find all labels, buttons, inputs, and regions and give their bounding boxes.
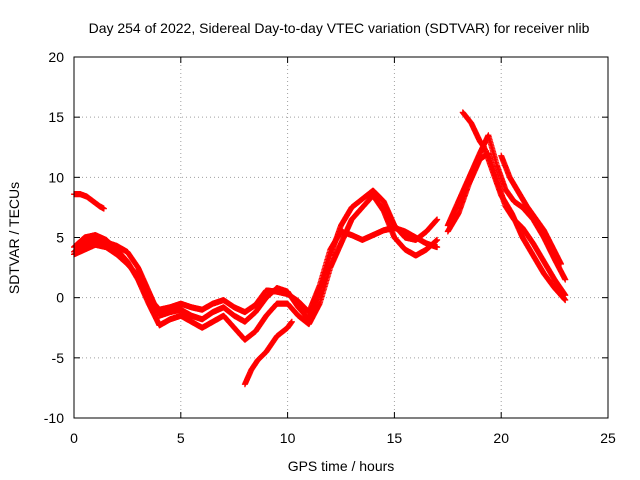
y-tick-label: -5 xyxy=(52,350,65,366)
y-tick-label: 5 xyxy=(56,230,64,246)
x-tick-label: 25 xyxy=(600,430,616,446)
data-point xyxy=(288,318,295,325)
y-tick-label: -10 xyxy=(44,410,64,426)
x-tick-label: 20 xyxy=(493,430,509,446)
data-point xyxy=(562,276,569,283)
y-tick-label: 0 xyxy=(56,290,64,306)
tick-labels: 0 5 10 15 20 25 -10 -5 0 5 10 15 20 xyxy=(44,49,616,446)
data-point xyxy=(562,292,569,299)
x-tick-label: 15 xyxy=(387,430,403,446)
data-points xyxy=(71,109,569,388)
data-point xyxy=(434,216,441,223)
y-tick-label: 10 xyxy=(48,169,64,185)
series-morning-high xyxy=(71,191,107,212)
grid xyxy=(74,57,608,418)
x-tick-label: 10 xyxy=(280,430,296,446)
data-point xyxy=(558,260,565,267)
x-tick-label: 0 xyxy=(70,430,78,446)
x-axis-title: GPS time / hours xyxy=(288,458,395,474)
data-point xyxy=(434,244,441,251)
series-trace-c xyxy=(71,224,441,316)
y-tick-label: 20 xyxy=(48,49,64,65)
y-tick-label: 15 xyxy=(48,109,64,125)
plot-frame xyxy=(73,56,609,419)
series-peak-d xyxy=(498,152,565,267)
data-point xyxy=(434,236,441,243)
series-peak-c xyxy=(444,150,569,299)
series-dip-segment xyxy=(241,318,295,388)
data-point xyxy=(100,205,107,212)
y-axis-title: SDTVAR / TECUs xyxy=(6,182,22,294)
series-trace-b xyxy=(71,192,441,343)
chart-title: Day 254 of 2022, Sidereal Day-to-day VTE… xyxy=(89,20,590,36)
x-tick-label: 5 xyxy=(177,430,185,446)
